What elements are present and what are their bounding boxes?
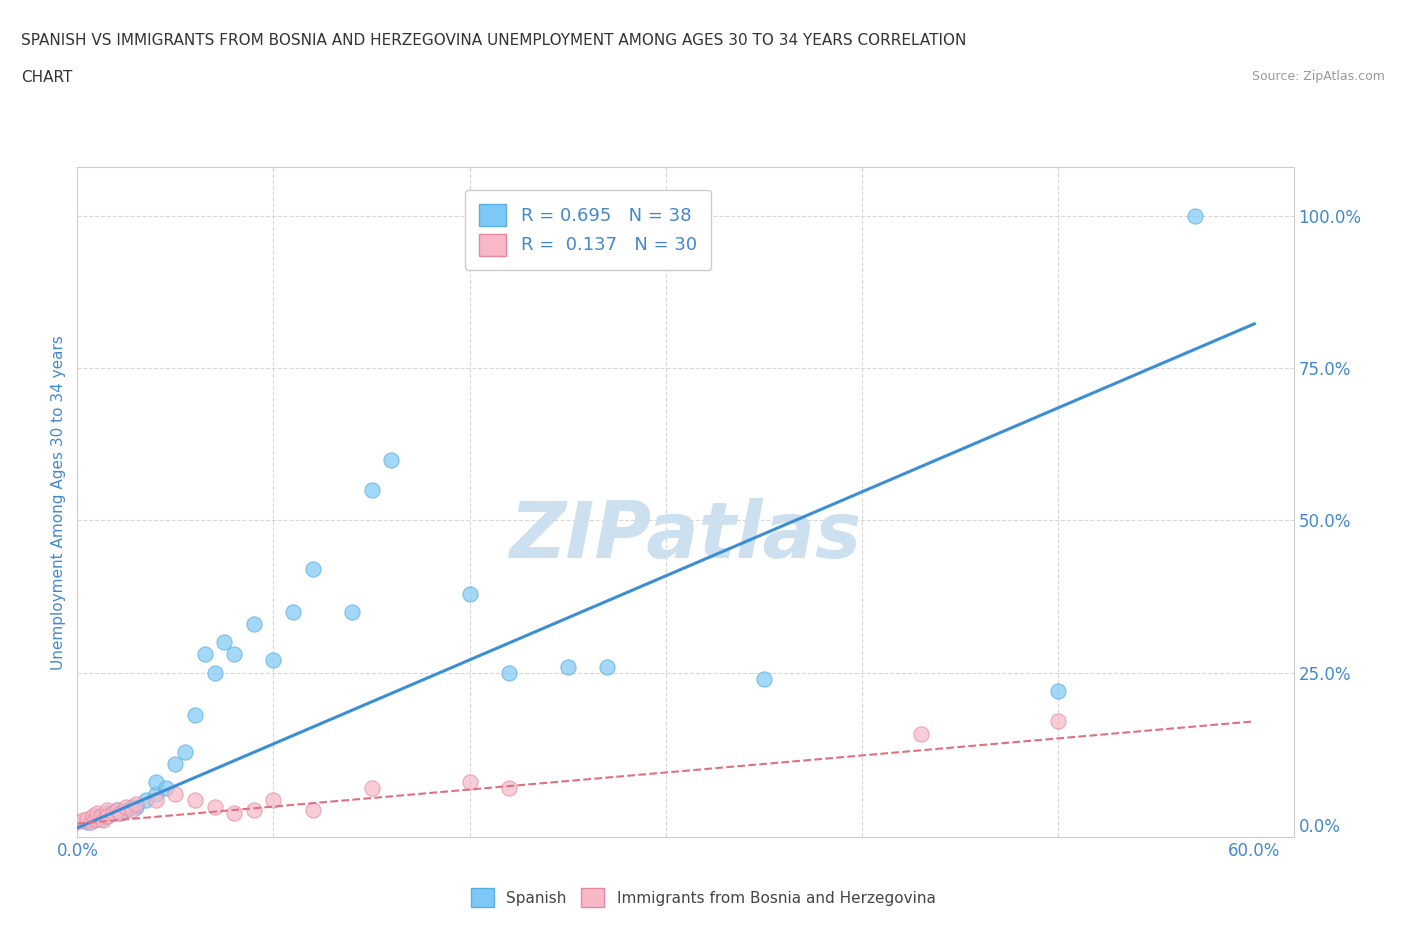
Point <box>165 756 187 771</box>
Point <box>184 793 207 808</box>
Text: Source: ZipAtlas.com: Source: ZipAtlas.com <box>1251 70 1385 83</box>
Point <box>105 803 128 817</box>
Point <box>596 659 619 674</box>
Point <box>498 781 520 796</box>
Y-axis label: Unemployment Among Ages 30 to 34 years: Unemployment Among Ages 30 to 34 years <box>51 335 66 670</box>
Point <box>121 799 143 814</box>
Point <box>110 805 132 820</box>
Point <box>145 775 167 790</box>
Point <box>263 793 285 808</box>
Point <box>281 604 304 619</box>
Point <box>86 805 108 820</box>
Point <box>340 604 363 619</box>
Point <box>1047 684 1070 698</box>
Point <box>243 617 266 631</box>
Point <box>110 805 132 820</box>
Point <box>458 586 481 601</box>
Text: ZIPatlas: ZIPatlas <box>509 498 862 574</box>
Point <box>145 787 167 802</box>
Point <box>121 803 143 817</box>
Point <box>82 808 104 823</box>
Legend: R = 0.695   N = 38, R =  0.137   N = 30: R = 0.695 N = 38, R = 0.137 N = 30 <box>465 190 711 270</box>
Point <box>301 803 323 817</box>
Point <box>84 811 107 826</box>
Point <box>91 813 114 828</box>
Point <box>96 805 118 820</box>
Point <box>80 815 103 830</box>
Point <box>135 793 157 808</box>
Text: SPANISH VS IMMIGRANTS FROM BOSNIA AND HERZEGOVINA UNEMPLOYMENT AMONG AGES 30 TO : SPANISH VS IMMIGRANTS FROM BOSNIA AND HE… <box>21 33 966 47</box>
Point <box>125 796 148 811</box>
Point <box>115 799 138 814</box>
Point <box>155 781 177 796</box>
Point <box>301 562 323 577</box>
Point <box>224 647 246 662</box>
Point <box>90 808 112 823</box>
Text: CHART: CHART <box>21 70 73 85</box>
Point <box>360 781 382 796</box>
Point <box>96 808 118 823</box>
Point <box>165 787 187 802</box>
Point <box>125 799 148 814</box>
Point <box>194 647 217 662</box>
Legend: Spanish, Immigrants from Bosnia and Herzegovina: Spanish, Immigrants from Bosnia and Herz… <box>464 883 942 913</box>
Point <box>752 671 775 686</box>
Point <box>204 799 226 814</box>
Point <box>174 744 197 759</box>
Point <box>1047 714 1070 729</box>
Point <box>557 659 579 674</box>
Point <box>1184 208 1206 223</box>
Point <box>66 815 89 830</box>
Point <box>105 803 128 817</box>
Point <box>101 805 124 820</box>
Point <box>360 483 382 498</box>
Point <box>243 803 266 817</box>
Point <box>76 815 98 830</box>
Point <box>910 726 932 741</box>
Point <box>498 665 520 680</box>
Point <box>82 813 104 828</box>
Point <box>263 653 285 668</box>
Point <box>90 811 112 826</box>
Point <box>380 452 402 467</box>
Point <box>115 803 138 817</box>
Point <box>101 805 124 820</box>
Point <box>458 775 481 790</box>
Point <box>96 803 118 817</box>
Point <box>145 793 167 808</box>
Point <box>86 811 108 826</box>
Point <box>76 811 98 826</box>
Point <box>214 635 236 650</box>
Point <box>184 708 207 723</box>
Point <box>86 808 108 823</box>
Point <box>204 665 226 680</box>
Point <box>96 808 118 823</box>
Point <box>72 813 94 828</box>
Point <box>224 805 246 820</box>
